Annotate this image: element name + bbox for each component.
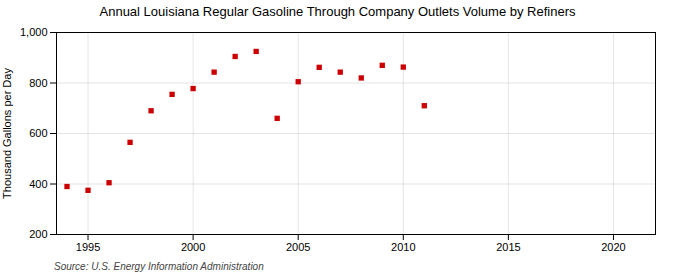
svg-text:2020: 2020 xyxy=(601,241,625,253)
svg-text:800: 800 xyxy=(29,77,47,89)
svg-text:2015: 2015 xyxy=(496,241,520,253)
svg-text:2000: 2000 xyxy=(181,241,205,253)
html-text:Source: U.S. Energy Informatio: Source: U.S. Energy Information Administ… xyxy=(54,261,264,272)
svg-text:1995: 1995 xyxy=(76,241,100,253)
svg-text:200: 200 xyxy=(29,228,47,240)
svg-text:Thousand Gallons per Day: Thousand Gallons per Day xyxy=(1,68,13,199)
svg-text:600: 600 xyxy=(29,127,47,139)
html-text:Annual Louisiana Regular Gasol: Annual Louisiana Regular Gasoline Throug… xyxy=(99,4,576,19)
svg-text:1,000: 1,000 xyxy=(20,26,48,38)
svg-text:2005: 2005 xyxy=(286,241,310,253)
svg-text:400: 400 xyxy=(29,178,47,190)
svg-text:2010: 2010 xyxy=(391,241,415,253)
